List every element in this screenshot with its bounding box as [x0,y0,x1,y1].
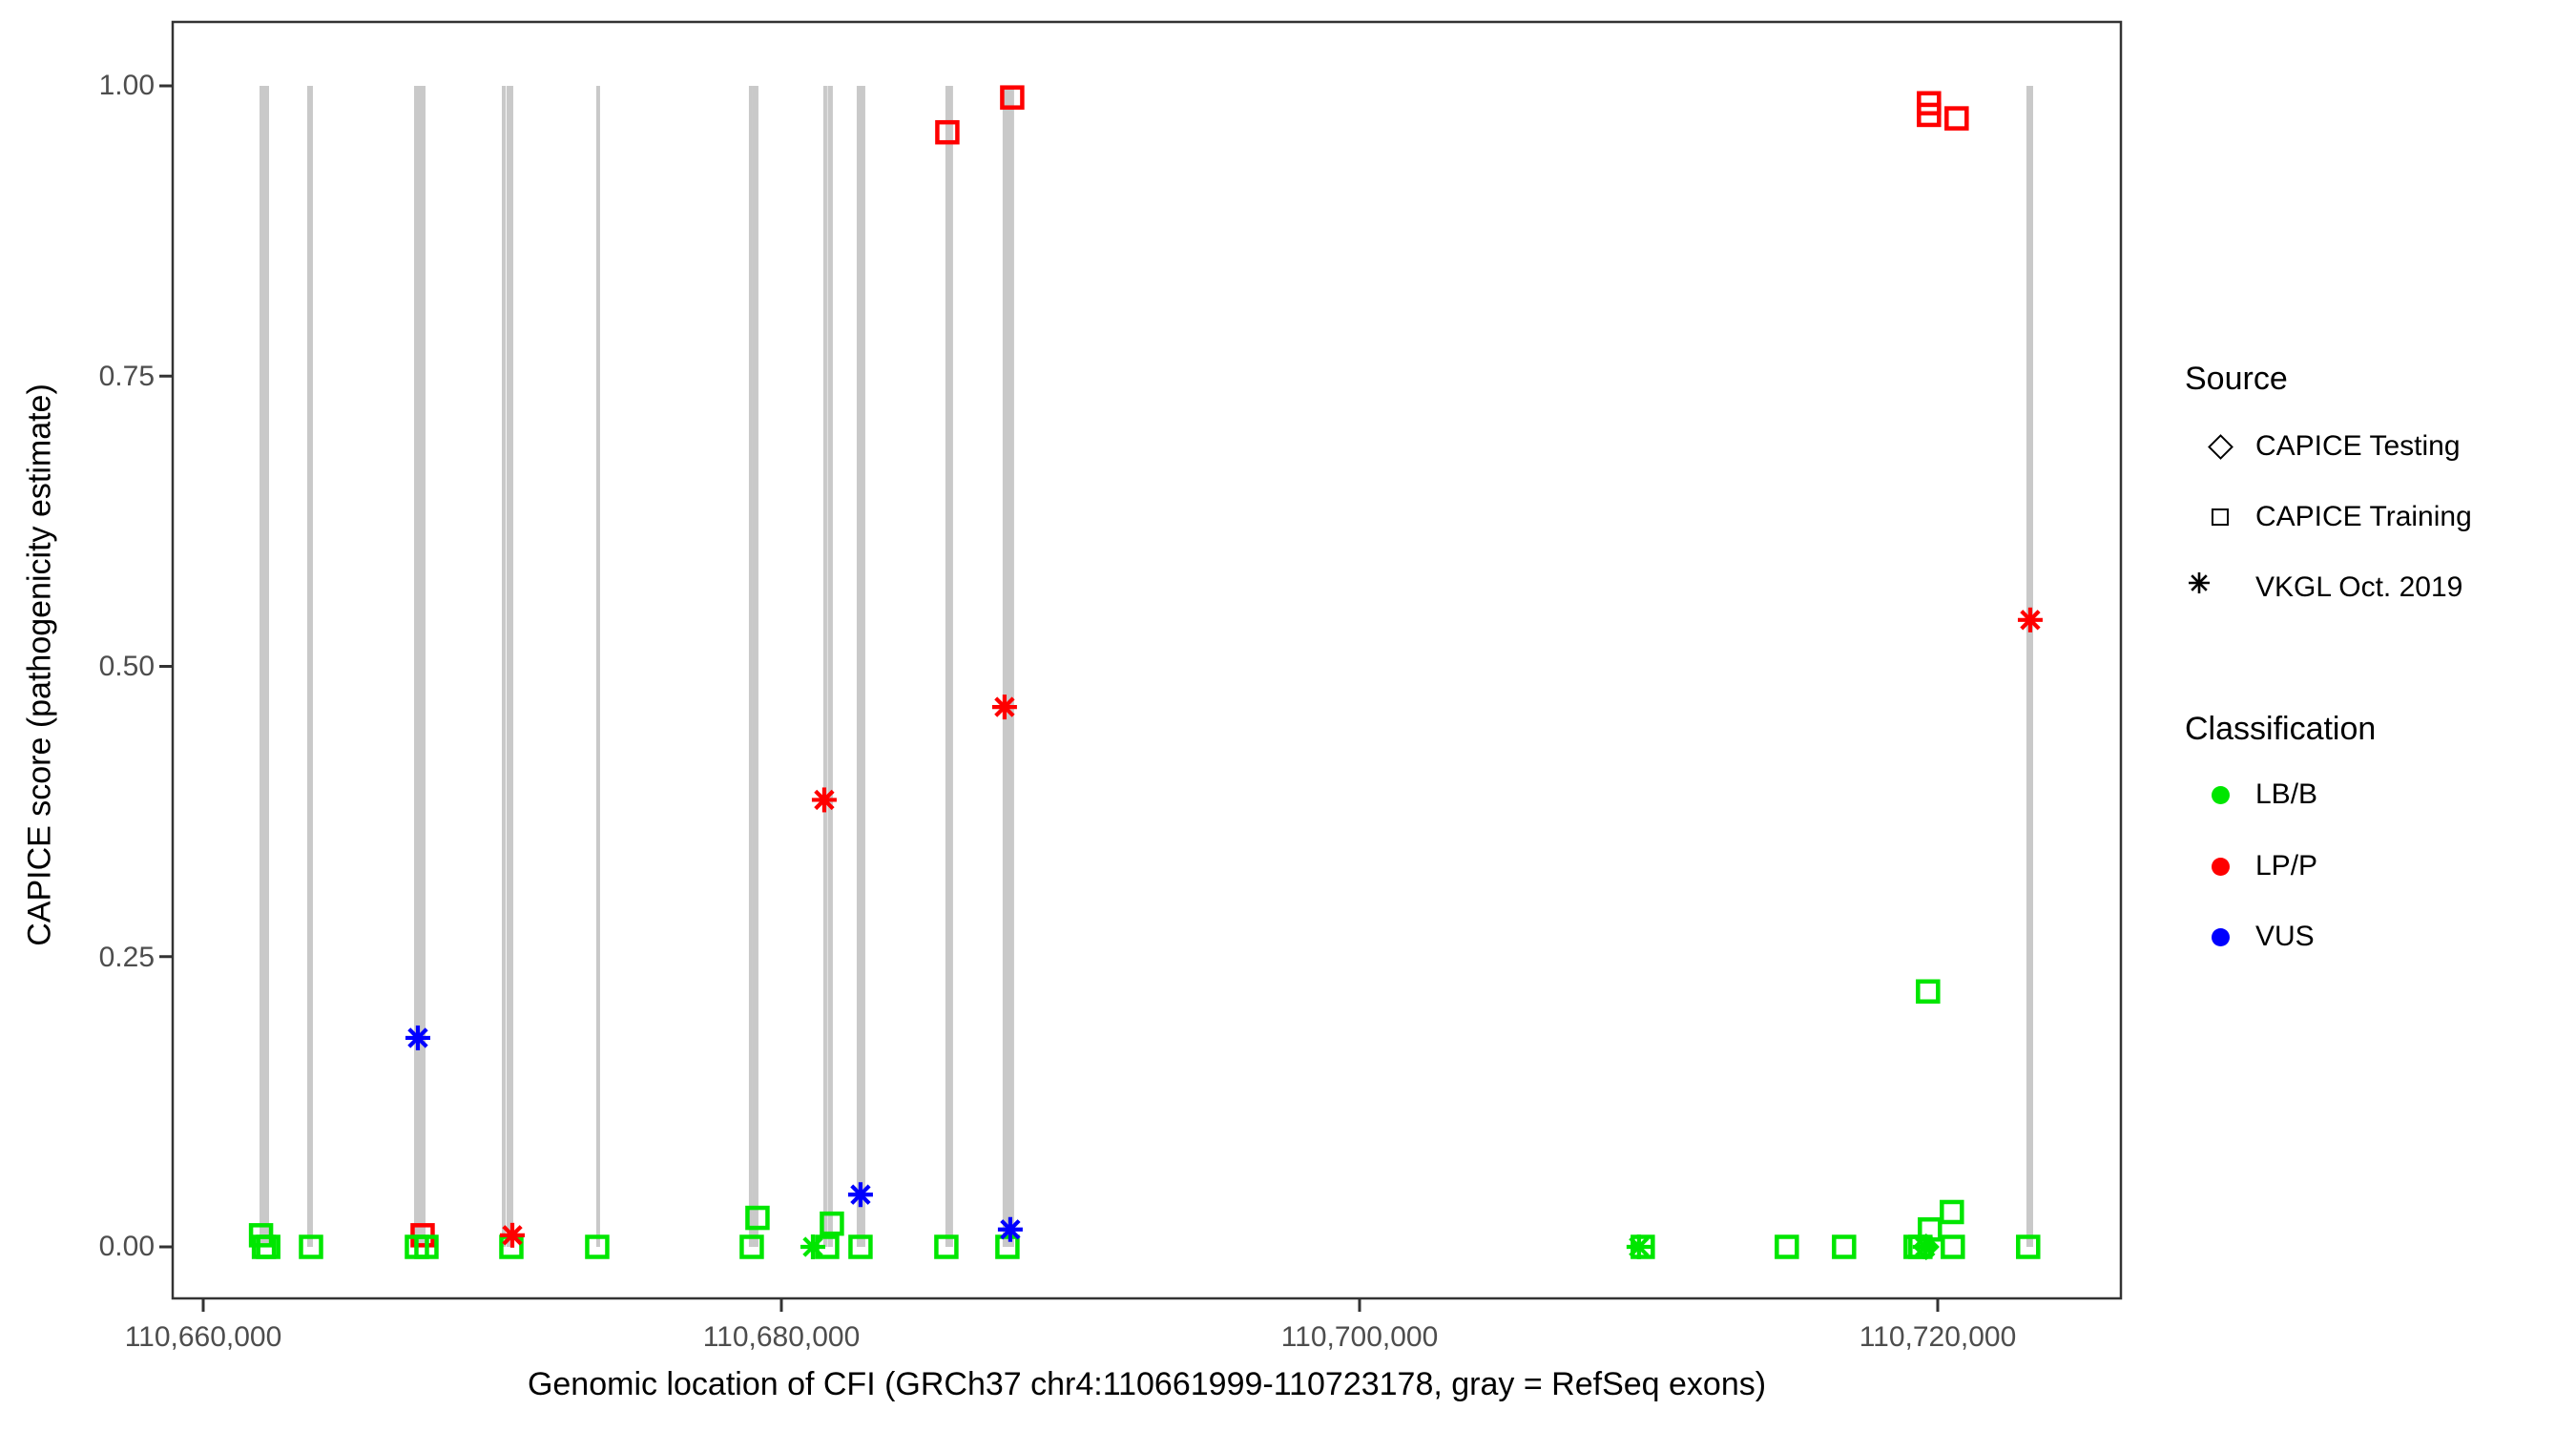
exon-bar [945,86,953,1247]
y-tick-label: 1.00 [98,70,155,101]
exon-bar [413,86,426,1247]
data-point-square [1941,1234,1965,1259]
data-point-square [995,1234,1020,1259]
exon-bar [306,86,313,1247]
exon-bar [259,86,269,1247]
vus-dot-icon [2185,927,2255,946]
data-point-asterisk [991,695,1017,720]
y-tick-label: 0.50 [98,651,155,682]
data-point-square [820,1211,844,1236]
data-point-square [1916,979,1941,1005]
square-icon [2185,508,2255,526]
data-point-square [585,1234,610,1259]
data-point-square [1832,1234,1857,1259]
data-point-square [2016,1234,2041,1259]
x-tick-label: 110,680,000 [702,1321,861,1353]
legend-item-label: CAPICE Testing [2255,430,2461,462]
lbb-dot-icon [2185,785,2255,804]
data-point-square [1775,1234,1799,1259]
data-point-asterisk [1626,1234,1652,1259]
legend-item-capice-testing: CAPICE Testing [2185,427,2461,466]
legend-source-title: Source [2185,361,2288,397]
legend-item-lbb: LB/B [2185,776,2317,814]
y-tick-label: 0.75 [98,361,155,392]
exon-bar [856,86,865,1247]
data-point-square [414,1234,439,1259]
diamond-icon [2185,433,2255,460]
data-point-square [848,1234,873,1259]
exon-bar [501,86,506,1247]
exon-bar [506,86,513,1247]
lpp-dot-icon [2185,857,2255,876]
exon-bar [2025,86,2033,1247]
legend-item-label: LP/P [2255,850,2318,881]
y-tick-label: 0.00 [98,1231,155,1262]
data-point-square [1940,1199,1964,1225]
data-point-asterisk [499,1222,525,1248]
data-point-asterisk [811,787,837,813]
data-point-square [299,1234,323,1259]
legend-item-label: CAPICE Training [2255,501,2472,532]
y-axis-title: CAPICE score (pathogenicity estimate) [21,384,58,946]
legend-item-vus: VUS [2185,918,2315,956]
exon-bar [752,86,758,1247]
exon-bar [827,86,833,1247]
data-point-square [935,119,960,145]
data-point-square [1917,102,1942,128]
x-tick-label: 110,660,000 [124,1321,282,1353]
data-point-asterisk [405,1025,430,1050]
legend-item-label: LB/B [2255,778,2318,810]
legend-item-label: VUS [2255,921,2315,952]
x-axis-title: Genomic location of CFI (GRCh37 chr4:110… [527,1366,1767,1402]
exon-bar [822,86,827,1247]
data-point-square [745,1205,770,1231]
exon-bar [1002,86,1014,1247]
y-tick-label: 0.25 [98,942,155,973]
exon-bar [595,86,600,1247]
data-point-asterisk [800,1234,825,1259]
x-tick-label: 110,700,000 [1280,1321,1439,1353]
data-point-square [256,1234,280,1259]
data-point-asterisk [2017,607,2043,633]
data-point-asterisk [1912,1234,1938,1259]
legend-item-lpp: LP/P [2185,847,2317,885]
exon-bar [748,86,753,1247]
data-point-square [934,1234,959,1259]
data-point-asterisk [997,1216,1023,1242]
legend-item-label: VKGL Oct. 2019 [2255,571,2463,603]
x-tick-label: 110,720,000 [1859,1321,2017,1353]
legend-item-vkgl: VKGL Oct. 2019 [2185,569,2462,607]
data-point-square [1944,106,1969,131]
data-point-asterisk [847,1182,873,1208]
data-point-square [739,1234,764,1259]
legend-classification-title: Classification [2185,711,2377,747]
data-point-square [1000,85,1025,110]
legend-item-capice-training: CAPICE Training [2185,498,2472,536]
panel-border [171,20,2123,1300]
